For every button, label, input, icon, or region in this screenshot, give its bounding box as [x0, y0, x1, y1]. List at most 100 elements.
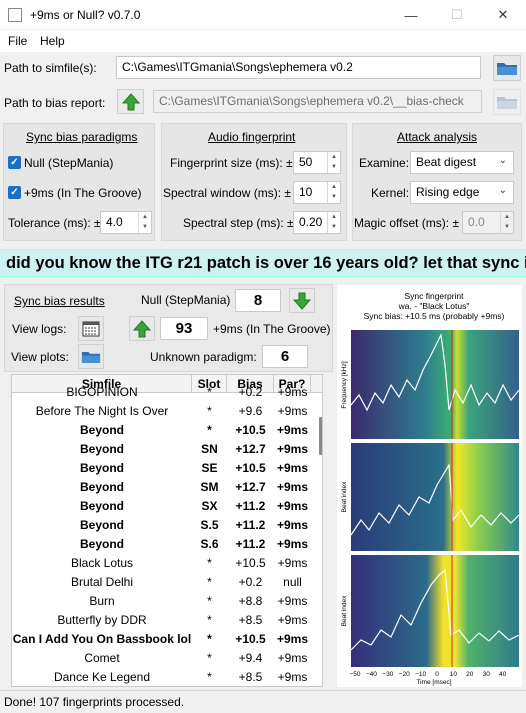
- table-row[interactable]: Can I Add You On Bassbook lol * +10.5 +9ms: [12, 630, 317, 649]
- view-logs-button[interactable]: [78, 316, 104, 341]
- cell-simfile: Beyond: [79, 461, 124, 475]
- kernel-select[interactable]: Rising edge ⌄: [410, 181, 514, 204]
- table-row[interactable]: Beyond SN +12.7 +9ms: [12, 440, 317, 459]
- stepper-arrows-icon[interactable]: ▲ ▼: [327, 152, 340, 173]
- cell-par: +9ms: [276, 632, 309, 646]
- window-title: +9ms or Null? v0.7.0: [30, 8, 141, 22]
- stepper-arrows-icon[interactable]: ▲ ▼: [138, 212, 151, 233]
- minimize-icon[interactable]: —: [404, 7, 418, 23]
- table-row[interactable]: Beyond S.5 +11.2 +9ms: [12, 516, 317, 535]
- table-row[interactable]: Beyond SE +10.5 +9ms: [12, 459, 317, 478]
- plot-title-3: Sync bias: +10.5 ms (probably +9ms): [364, 311, 505, 321]
- col-simfile[interactable]: Simfile: [12, 375, 192, 393]
- table-row[interactable]: Butterfly by DDR * +8.5 +9ms: [12, 611, 317, 630]
- close-icon[interactable]: ✕: [497, 7, 509, 22]
- unknown-count: 6: [262, 345, 308, 368]
- ylabel-top: Frequency [kHz]: [341, 361, 348, 409]
- x-axis-ticks: −50 −40 −30 −20 −10 0 10 20 30 40: [349, 671, 506, 678]
- table-row[interactable]: BIGOPINION * +0.2 +9ms: [12, 383, 317, 402]
- filter-itg-button[interactable]: [129, 316, 155, 341]
- magic-offset-stepper[interactable]: 0.0 ▲ ▼: [462, 211, 514, 234]
- browse-simfile-button[interactable]: [493, 55, 521, 81]
- table-row[interactable]: Burn * +8.8 +9ms: [12, 592, 317, 611]
- cell-slot: S.5: [200, 518, 219, 532]
- cell-slot: *: [207, 385, 212, 399]
- table-row[interactable]: Before The Night Is Over * +9.6 +9ms: [12, 402, 317, 421]
- tolerance-stepper[interactable]: 4.0 ▲ ▼: [100, 211, 152, 234]
- spectral-window-stepper[interactable]: 10 ▲ ▼: [293, 181, 341, 204]
- fingerprint-curve-top: [350, 332, 520, 412]
- itg-paradigm-checkbox[interactable]: ✓: [8, 186, 21, 199]
- cell-par: +9ms: [277, 651, 308, 665]
- cell-bias: +10.5: [235, 423, 266, 437]
- spectral-window-label: Spectral window (ms): ±: [163, 186, 291, 200]
- itg-count: 93: [160, 317, 208, 340]
- null-paradigm-checkbox[interactable]: ✓: [8, 156, 21, 169]
- cell-slot: S.6: [200, 537, 219, 551]
- col-bias[interactable]: Bias: [227, 375, 274, 393]
- examine-select[interactable]: Beat digest ⌄: [410, 151, 514, 174]
- stepper-arrows-icon[interactable]: ▲ ▼: [327, 212, 340, 233]
- cell-par: +9ms: [276, 461, 309, 475]
- cell-slot: *: [207, 575, 212, 589]
- stepper-arrows-icon[interactable]: ▲ ▼: [327, 182, 340, 203]
- arrow-down-icon: [293, 292, 311, 310]
- tolerance-label: Tolerance (ms): ±: [8, 216, 101, 230]
- x-tick-label: −30: [382, 671, 393, 678]
- cell-bias: +8.8: [238, 594, 263, 608]
- x-tick-label: 10: [450, 671, 458, 678]
- table-row[interactable]: Beyond SX +11.2 +9ms: [12, 497, 317, 516]
- bias-report-path-input[interactable]: C:\Games\ITGmania\Songs\ephemera v0.2\__…: [153, 90, 482, 113]
- table-row[interactable]: Beyond SM +12.7 +9ms: [12, 478, 317, 497]
- table-row[interactable]: Brutal Delhi * +0.2 null: [12, 573, 317, 592]
- tolerance-value: 4.0: [106, 215, 123, 229]
- null-count: 8: [235, 289, 281, 312]
- menu-help[interactable]: Help: [40, 34, 65, 48]
- table-row[interactable]: Black Lotus * +10.5 +9ms: [12, 554, 317, 573]
- cell-bias: +12.7: [235, 442, 266, 456]
- cell-bias: +11.2: [235, 537, 266, 551]
- cell-simfile: Burn: [89, 594, 115, 608]
- table-row[interactable]: Beyond S.6 +11.2 +9ms: [12, 535, 317, 554]
- browse-bias-report-button[interactable]: [493, 89, 521, 115]
- cell-simfile: Beyond: [79, 480, 124, 494]
- view-plots-button[interactable]: [78, 344, 104, 369]
- cell-simfile: Brutal Delhi: [70, 575, 134, 589]
- title-bar: [0, 0, 526, 30]
- cell-slot: *: [207, 594, 212, 608]
- cell-simfile: Butterfly by DDR: [57, 613, 147, 627]
- cell-par: +9ms: [277, 556, 308, 570]
- null-count-label: Null (StepMania): [141, 293, 231, 307]
- null-paradigm-label: Null (StepMania): [24, 156, 114, 170]
- spectral-step-stepper[interactable]: 0.20 ▲ ▼: [293, 211, 341, 234]
- itg-count-label: +9ms (In The Groove): [213, 322, 331, 336]
- table-scrollbar[interactable]: [319, 417, 322, 455]
- cell-par: +9ms: [277, 594, 308, 608]
- cell-par: +9ms: [277, 613, 308, 627]
- toggle-bias-report-button[interactable]: [117, 89, 144, 114]
- itg-paradigm-label: +9ms (In The Groove): [24, 186, 142, 200]
- plot-title-2: wa. - "Black Lotus": [398, 301, 470, 311]
- cell-simfile: Comet: [84, 651, 120, 665]
- cell-par: +9ms: [276, 442, 309, 456]
- table-row[interactable]: Dance Ke Legend * +8.5 +9ms: [12, 668, 317, 686]
- cell-slot: *: [207, 423, 212, 437]
- cell-simfile: Beyond: [79, 499, 124, 513]
- cell-slot: SX: [201, 499, 218, 513]
- stepper-arrows-icon[interactable]: ▲ ▼: [500, 212, 513, 233]
- simfile-path-input[interactable]: C:\Games\ITGmania\Songs\ephemera v0.2: [116, 56, 481, 79]
- maximize-icon[interactable]: ☐: [451, 7, 463, 22]
- x-tick-label: −10: [415, 671, 426, 678]
- results-table[interactable]: Simfile Slot Bias Par? BIGOPINION * +0.2 +9…: [11, 374, 323, 687]
- col-slot[interactable]: Slot: [192, 375, 227, 393]
- plot-title-1: Sync fingerprint: [404, 291, 464, 301]
- menu-file[interactable]: File: [8, 34, 28, 48]
- col-par[interactable]: Par?: [274, 375, 311, 393]
- fingerprint-size-stepper[interactable]: 50 ▲ ▼: [293, 151, 341, 174]
- table-row[interactable]: Comet * +9.4 +9ms: [12, 649, 317, 668]
- cell-bias: +9.6: [238, 404, 263, 418]
- cell-bias: +11.2: [235, 499, 266, 513]
- table-row[interactable]: Beyond * +10.5 +9ms: [12, 421, 317, 440]
- results-title: Sync bias results: [14, 294, 105, 308]
- filter-null-button[interactable]: [289, 288, 315, 313]
